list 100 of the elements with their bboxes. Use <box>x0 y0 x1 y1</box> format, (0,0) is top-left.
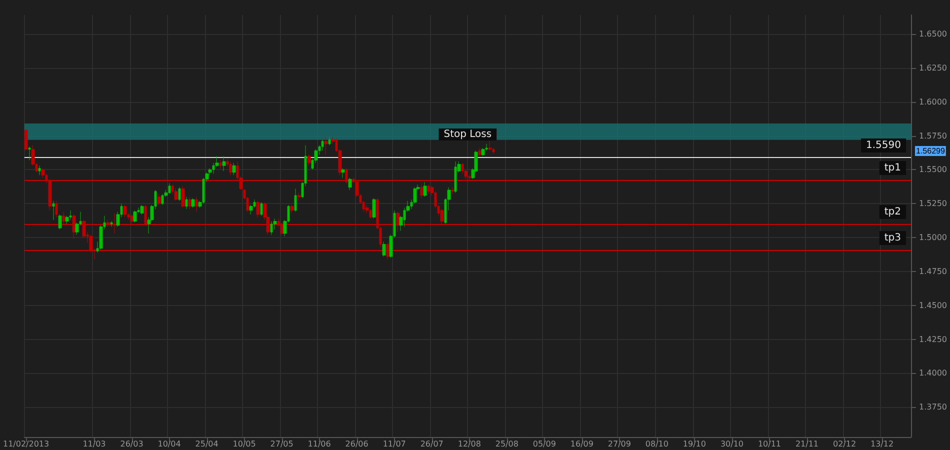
candlestick <box>386 242 389 260</box>
candlestick <box>478 148 481 156</box>
y-tick-label: 1.4750 <box>919 266 948 276</box>
candlestick <box>440 208 444 224</box>
y-tick-label: 1.5250 <box>919 199 948 208</box>
y-tick-label: 1.5000 <box>919 233 948 242</box>
candlestick <box>290 204 294 214</box>
x-tick-label: 02/12 <box>832 440 856 448</box>
candlestick <box>270 221 273 236</box>
candlestick <box>110 221 113 227</box>
x-tick-label: 19/10 <box>682 440 706 448</box>
candlestick <box>369 208 372 219</box>
x-tick-label: 11/03 <box>82 440 106 448</box>
candlestick <box>52 200 55 220</box>
candlestick <box>423 182 427 198</box>
candlestick <box>307 154 311 166</box>
y-tick-label: 1.5500 <box>919 165 948 174</box>
candlestick <box>420 183 423 198</box>
x-tick-label: 11/06 <box>308 440 331 448</box>
x-tick-label: 26/07 <box>420 440 444 448</box>
candlestick <box>55 200 58 218</box>
y-tick-label: 1.6500 <box>919 29 948 38</box>
y-tick-label: 1.4500 <box>919 300 948 310</box>
y-tick-label: 1.4000 <box>919 368 948 378</box>
candlestick <box>174 188 178 202</box>
candlestick <box>62 212 65 224</box>
candlestick <box>113 212 116 234</box>
candlestick <box>144 204 147 226</box>
candlestick <box>229 161 232 176</box>
candlestick <box>427 184 430 194</box>
candlestick <box>24 128 28 151</box>
candlestick <box>256 200 260 218</box>
candlestick <box>280 222 284 236</box>
y-tick-label: 1.4250 <box>919 334 948 344</box>
candlestick <box>372 198 376 219</box>
x-tick-label: 11/07 <box>382 440 406 448</box>
ref-line-label: tp2 <box>884 206 902 218</box>
candlestick <box>130 214 134 224</box>
x-tick-label: 08/10 <box>645 440 668 448</box>
x-tick-label: 10/04 <box>158 440 181 448</box>
candlestick <box>38 165 41 176</box>
x-tick-label: 05/09 <box>532 440 556 448</box>
candlestick <box>168 183 171 194</box>
candlestick <box>133 210 137 223</box>
candlestick <box>260 202 263 216</box>
ref-line-label: 1.5590 <box>866 140 902 151</box>
candlestick <box>451 187 454 194</box>
candlestick <box>123 204 127 218</box>
x-tick-label: 10/11 <box>758 440 782 448</box>
x-tick-label: 30/10 <box>720 440 744 448</box>
x-tick-label: 16/09 <box>570 440 594 448</box>
y-tick-label: 1.6250 <box>919 63 948 72</box>
candlestick <box>28 146 31 160</box>
ref-line-label: tp3 <box>884 232 902 244</box>
candlestick <box>232 162 236 176</box>
x-tick-label: 25/08 <box>495 440 518 448</box>
x-tick-label: 11/02/2013 <box>2 440 50 448</box>
ref-line-label: tp1 <box>884 162 902 174</box>
candlestick <box>345 168 348 184</box>
candlestick <box>321 140 324 151</box>
x-tick-label: 25/04 <box>195 440 218 448</box>
candlestick <box>140 204 144 215</box>
candlestick <box>161 194 164 206</box>
candlestick <box>58 214 62 230</box>
candlestick <box>188 196 191 210</box>
candlestick <box>72 214 76 240</box>
candlestick <box>324 136 328 156</box>
x-tick-label: 27/05 <box>270 440 294 448</box>
candlestick <box>157 194 161 206</box>
candlestick <box>294 188 297 212</box>
y-tick-label: 1.3750 <box>919 402 948 412</box>
candlestick <box>454 161 457 194</box>
candlestick <box>195 196 198 212</box>
x-tick-label: 21/11 <box>795 440 819 448</box>
x-tick-label: 26/06 <box>345 440 368 448</box>
candlestick <box>382 241 386 257</box>
candlestick <box>341 168 345 178</box>
candlestick <box>488 140 492 151</box>
candlestick <box>348 178 352 190</box>
candlestick <box>185 196 188 210</box>
candlestick <box>219 160 222 169</box>
x-tick-label: 10/05 <box>232 440 256 448</box>
candlestick <box>328 136 331 146</box>
candlestick <box>181 186 185 208</box>
candlestick <box>396 212 400 232</box>
candlestick <box>297 192 301 202</box>
y-tick-label: 1.6000 <box>919 97 948 106</box>
candlestick <box>178 187 181 202</box>
text: 1.56299 <box>916 146 946 156</box>
y-tick-label: 1.5750 <box>919 131 948 140</box>
x-tick-label: 27/09 <box>608 440 631 448</box>
candlestick <box>69 210 72 220</box>
x-tick-label: 26/03 <box>120 440 144 448</box>
x-tick-label: 12/08 <box>458 440 481 448</box>
band-label: Stop Loss <box>444 129 492 140</box>
candlestick <box>191 198 195 208</box>
candlestick <box>481 148 485 156</box>
candlestick <box>106 220 110 227</box>
x-tick-label: 13/12 <box>870 440 894 448</box>
candlestick <box>222 156 226 172</box>
